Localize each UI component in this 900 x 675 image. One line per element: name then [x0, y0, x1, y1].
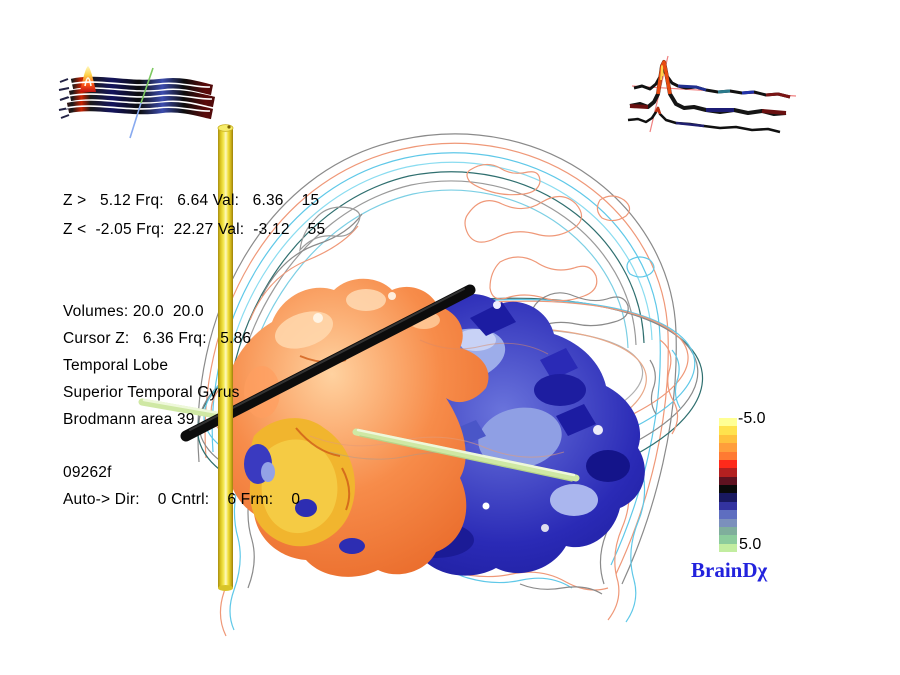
z-threshold-upper-readout: Z > 5.12 Frq: 6.64 Val: 6.36 15 — [63, 192, 320, 209]
sensor-waveform-display[interactable] — [620, 50, 805, 145]
colorbar-segment — [719, 501, 737, 511]
colorbar-segment — [719, 526, 737, 536]
z-threshold-lower-readout: Z < -2.05 Frq: 22.27 Val: -3.12 55 — [63, 221, 326, 238]
volumes-readout: Volumes: 20.0 20.0 — [63, 303, 204, 320]
colorbar-segment — [719, 485, 737, 494]
colorbar-segment — [719, 426, 737, 435]
probe-rod[interactable] — [180, 284, 476, 442]
warm-activation-surface[interactable] — [218, 278, 489, 577]
spectral-ribbon-display[interactable] — [58, 60, 238, 145]
ribbon-cursor-line — [129, 67, 154, 139]
app-logo: BrainDχ — [691, 558, 768, 582]
colorbar-gradient — [719, 418, 737, 552]
colorbar-segment — [719, 535, 737, 544]
colorbar-min-label: 5.0 — [739, 536, 762, 553]
colorbar-segment — [719, 468, 737, 477]
colorbar-segment — [719, 434, 737, 444]
anatomy-lobe-label: Temporal Lobe — [63, 357, 169, 374]
colorbar-segment — [719, 451, 737, 460]
cursor-readout: Cursor Z: 6.36 Frq: 5.86 — [63, 330, 252, 347]
waveform-traces — [627, 60, 791, 134]
colorbar-segment — [719, 443, 737, 452]
colorbar-segment — [719, 418, 737, 427]
anatomy-brodmann-label: Brodmann area 39 — [63, 411, 195, 428]
colorbar-max-label: -5.0 — [738, 410, 766, 427]
colorbar-segment — [719, 493, 737, 502]
ribbon-bands — [58, 66, 216, 120]
auto-status-readout: Auto-> Dir: 0 Cntrl: 6 Frm: 0 — [63, 491, 301, 508]
subject-id-label: 09262f — [63, 464, 112, 481]
trajectory-rod[interactable] — [352, 428, 580, 482]
colorbar-segment — [719, 518, 737, 527]
anatomy-gyrus-label: Superior Temporal Gyrus — [63, 384, 240, 401]
colorbar-segment — [719, 543, 737, 552]
colorbar-segment — [719, 459, 737, 469]
cursor-cylinder[interactable] — [217, 124, 234, 591]
colorbar-segment — [719, 510, 737, 519]
colorbar-segment — [719, 476, 737, 485]
